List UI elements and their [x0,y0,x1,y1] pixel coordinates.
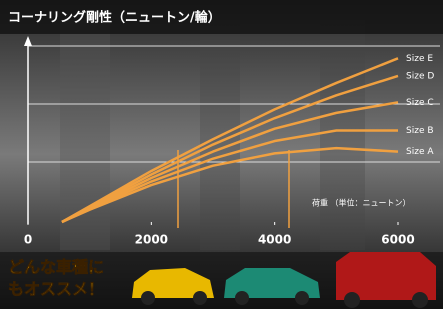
chart: コーナリング剛性（ニュートン/輪） 荷重 （単位：ニュートン） 0 2000 400… [0,0,443,309]
pillar [320,20,365,250]
x-tick-label: 0 [24,233,32,247]
legend-label: Size B [406,126,434,136]
promo-text: もオススメ！ [8,280,104,299]
legend-label: Size E [406,54,433,64]
x-tick-label: 4000 [258,233,291,247]
promo-text: どんな車種に [8,258,104,277]
x-tick-label: 2000 [135,233,168,247]
pillar [60,20,110,250]
annotation: 荷重 （単位：ニュートン） [312,198,411,208]
legend-label: Size C [406,98,434,108]
chart-title: コーナリング剛性（ニュートン/輪） [8,10,221,26]
x-tick-label: 6000 [381,233,414,247]
legend-label: Size D [406,71,434,81]
car-red [336,252,436,308]
legend-label: Size A [406,147,434,157]
